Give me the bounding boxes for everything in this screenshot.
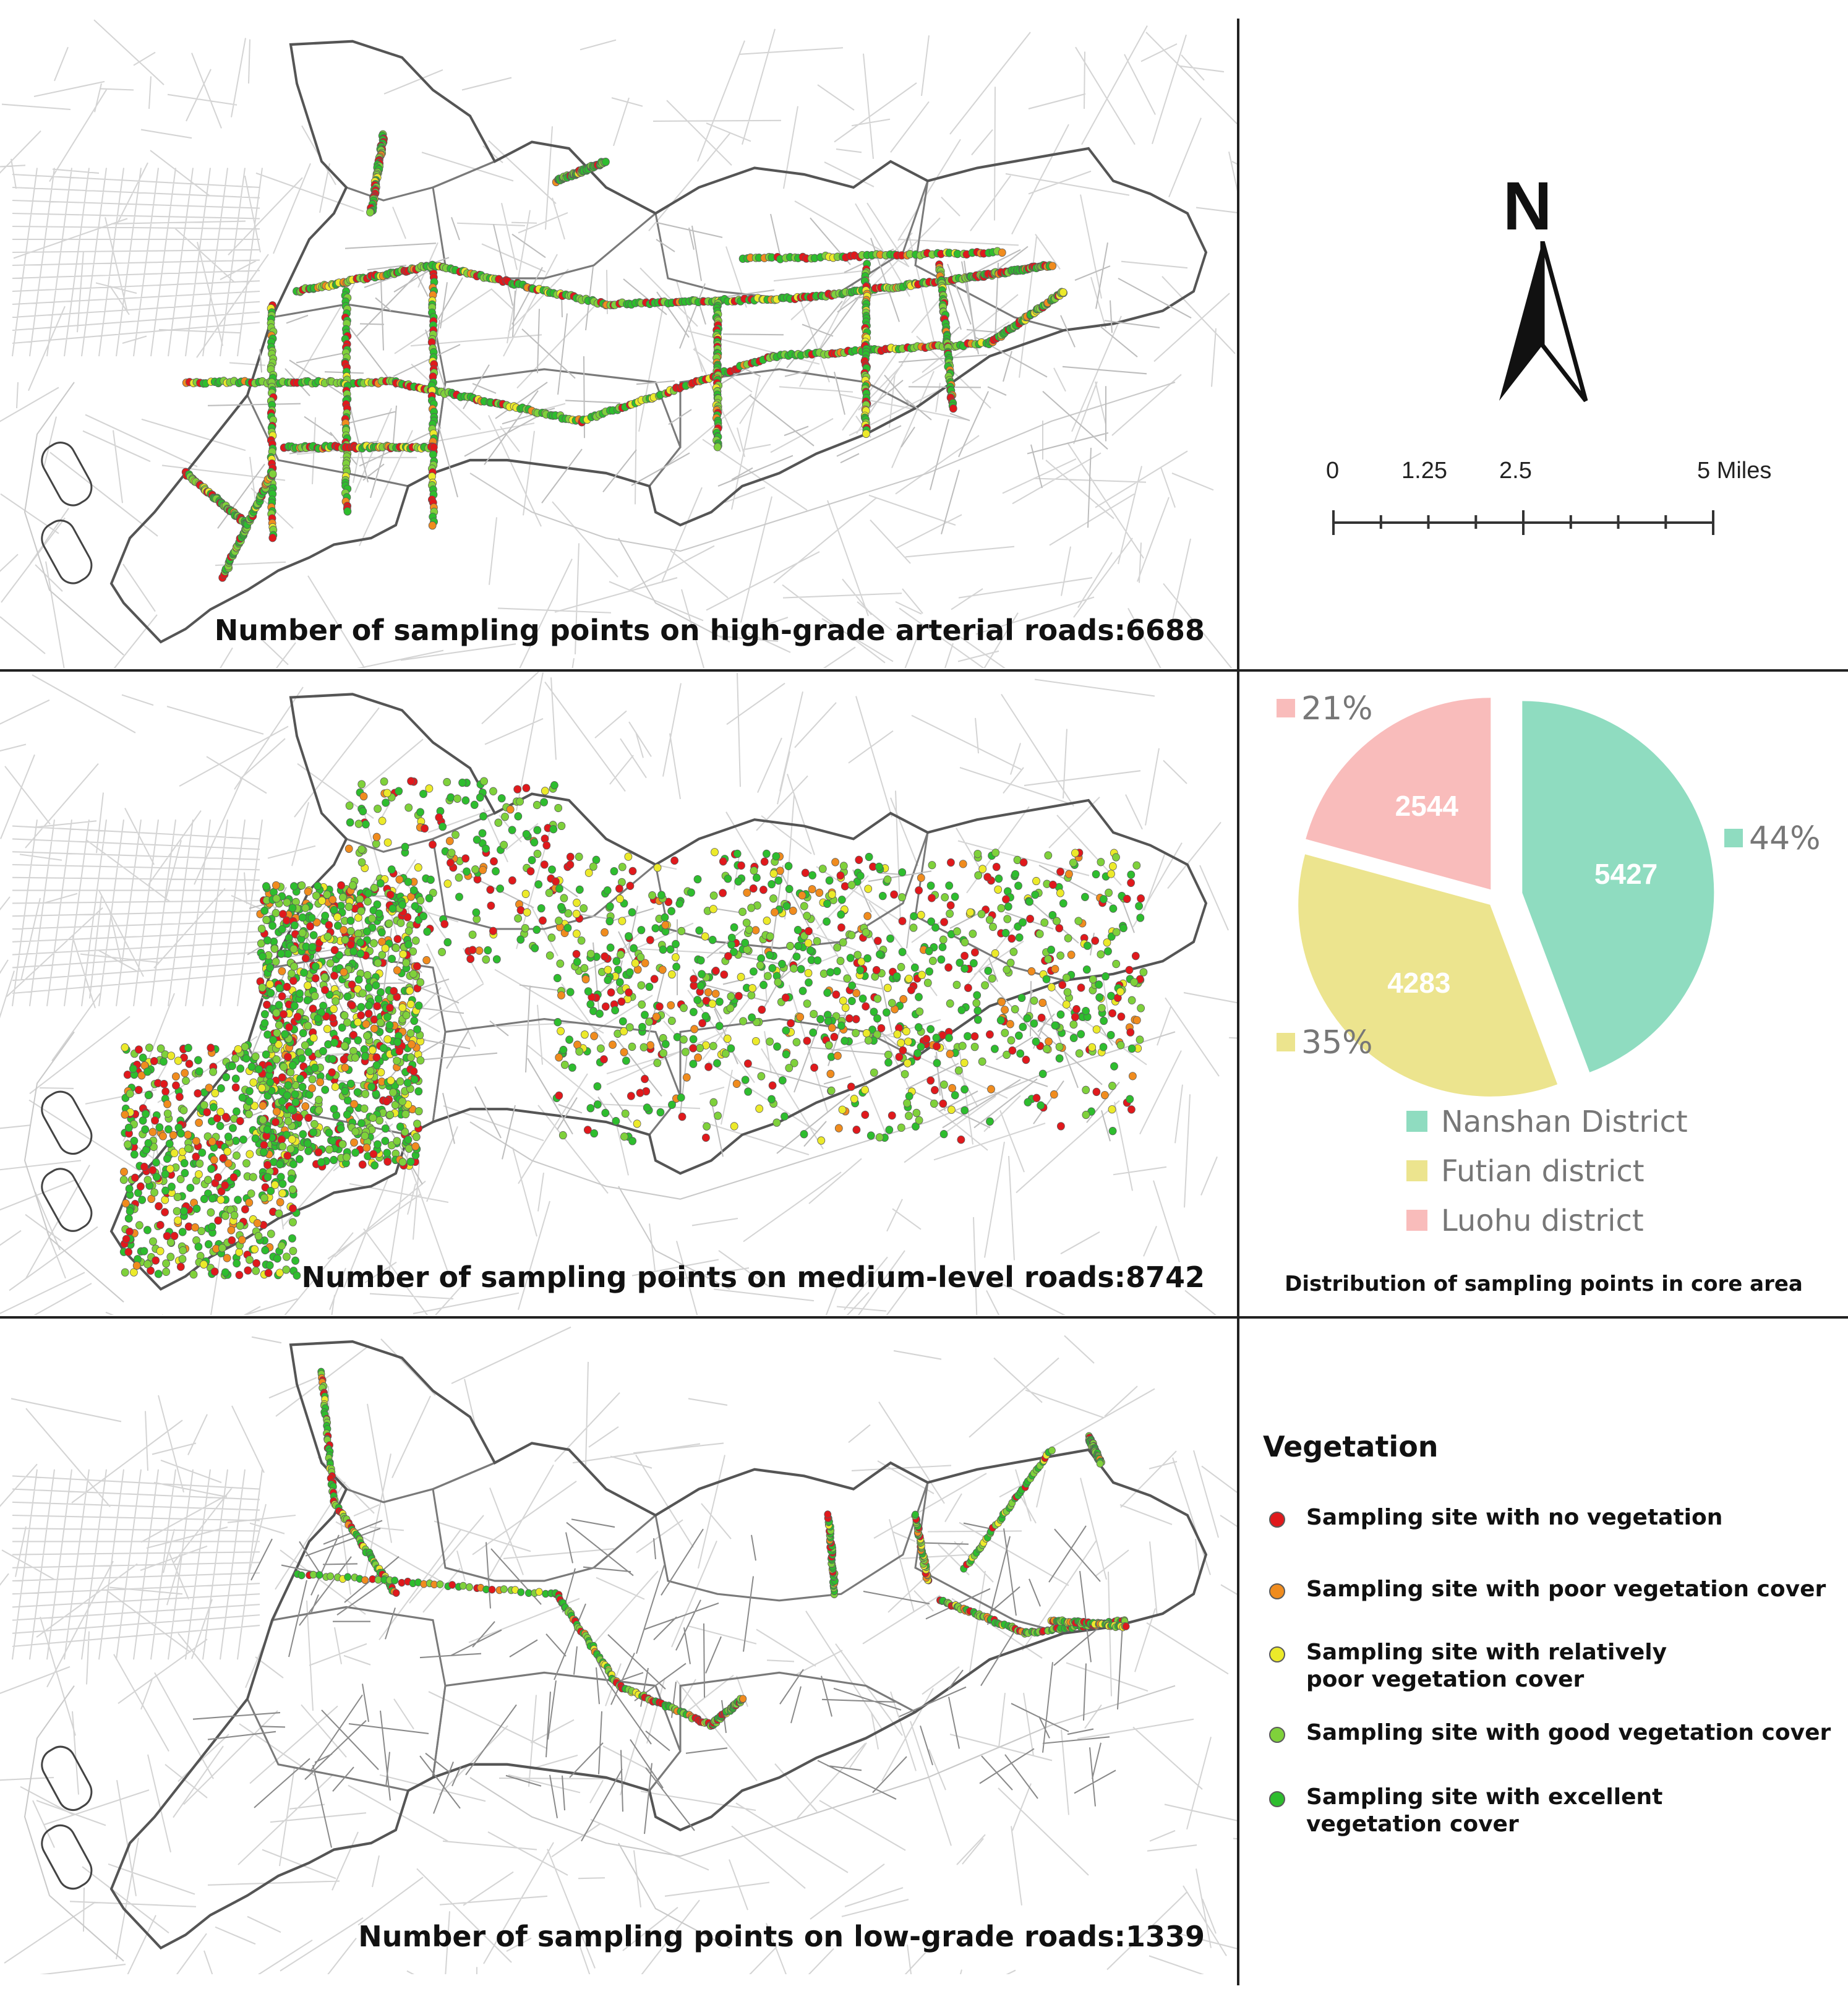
legend-dot-no-vegetation [1269,1512,1285,1528]
map-panel-low-grade: Number of sampling points on low-grade r… [0,1319,1237,1974]
map-medium-level-roads [0,672,1237,1315]
pie-chart-title: Distribution of sampling points in core … [1285,1272,1803,1296]
pct-label-nanshan: 44% [1724,820,1821,857]
pie-chart: 5427 4283 2544 [1298,698,1714,1097]
legend-item-poor-vegetation: Sampling site with poor vegetation cover [1269,1576,1838,1603]
scale-label-2: 2.5 [1499,458,1532,484]
map-high-grade-roads [0,19,1237,668]
map-panel-high-grade: Number of sampling points on high-grade … [0,19,1237,668]
scale-label-1: 1.25 [1401,458,1447,484]
pie-slice-luohu [1306,698,1491,890]
pie-value-futian: 4283 [1387,967,1450,999]
pie-chart-panel: 5427 4283 2544 21% 44% 35% Nanshan Distric… [1239,672,1848,1315]
scale-label-0: 0 [1326,458,1340,484]
pct-label-futian: 35% [1277,1024,1373,1061]
map-panel-medium-level: Number of sampling points on medium-leve… [0,672,1237,1315]
divider-2 [0,1316,1848,1319]
vegetation-legend-title: Vegetation [1263,1430,1439,1463]
scale-bar [1332,510,1714,535]
map-caption-medium-level: Number of sampling points on medium-leve… [301,1260,1205,1294]
north-and-scale-panel: N 0 1.25 2.5 5 Miles [1239,19,1848,668]
map-low-grade-roads [0,1326,1237,1974]
north-arrow-letter: N [1503,168,1552,244]
scale-label-3: 5 Miles [1697,458,1772,484]
swatch-futian [1277,1033,1295,1051]
pie-legend-futian: Futian district [1406,1154,1645,1189]
pie-slice-futian [1298,854,1558,1097]
map-caption-low-grade: Number of sampling points on low-grade r… [358,1920,1205,1953]
pie-legend-nanshan: Nanshan District [1406,1105,1688,1139]
map-caption-high-grade: Number of sampling points on high-grade … [214,614,1205,647]
pie-slice-nanshan [1522,701,1714,1072]
legend-dot-poor-vegetation [1269,1583,1285,1599]
legend-item-no-vegetation: Sampling site with no vegetation [1269,1504,1838,1531]
legend-item-excellent-vegetation: Sampling site with excellent vegetation … [1269,1784,1776,1838]
legend-dot-good-vegetation [1269,1727,1285,1743]
pie-value-nanshan: 5427 [1594,858,1658,890]
legend-dot-excellent-vegetation [1269,1791,1285,1807]
legend-dot-relatively-poor-vegetation [1269,1646,1285,1662]
legend-item-good-vegetation: Sampling site with good vegetation cover [1269,1719,1838,1747]
divider-1 [0,669,1848,672]
vegetation-legend-panel: Vegetation Sampling site with no vegetat… [1239,1319,1848,1974]
pie-legend-luohu: Luohu district [1406,1204,1644,1238]
north-arrow-icon [1499,241,1588,403]
pct-label-luohu: 21% [1277,690,1373,727]
vertical-divider [1237,19,1239,1985]
swatch-nanshan [1724,829,1743,847]
swatch-luohu [1277,699,1295,717]
legend-item-relatively-poor-vegetation: Sampling site with relatively poor veget… [1269,1639,1714,1693]
pie-value-luohu: 2544 [1395,790,1459,822]
